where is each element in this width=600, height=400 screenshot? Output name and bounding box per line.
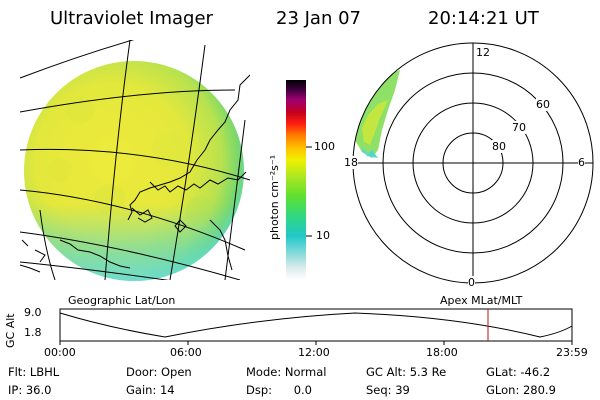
status-ip: IP: 36.0 [8,383,51,397]
seq-label: Seq: [366,383,392,397]
date-label: 23 Jan 07 [276,8,361,29]
mlt-label-18: 18 [344,156,358,169]
gain-value: 14 [159,383,175,397]
time-label: 20:14:21 UT [428,8,539,29]
filter-value: LBHL [29,365,60,379]
orbit-plot [59,308,573,345]
seq-value: 39 [395,383,410,397]
status-glon: GLon: 280.9 [486,383,556,397]
earth-disk-image [24,61,244,281]
colorbar-unit-label: photon cm⁻²s⁻¹ [268,154,281,240]
colorbar-tick-100: 100 [314,140,335,153]
glon-label: GLon: [486,383,520,397]
orbit-xtick-1800: 18:00 [426,346,458,359]
status-door: Door: Open [126,365,192,379]
status-mode: Mode: Normal [246,365,326,379]
orbit-xtick-0600: 06:00 [170,346,202,359]
orbit-ytick-min: 1.8 [24,326,42,339]
dsp-label: Dsp: [246,383,273,397]
status-dsp: Dsp: 0.0 [246,383,312,397]
orbit-ytick-max: 9.0 [24,306,42,319]
mlat-label-70: 70 [512,121,526,134]
mlt-label-12: 12 [476,46,490,59]
instrument-title: Ultraviolet Imager [50,8,213,29]
orbit-xtick-2359: 23:59 [556,346,588,359]
apex-projection-label: Apex MLat/MLT [440,294,523,307]
orbit-xtick-1200: 12:00 [298,346,330,359]
mlt-label-0: 0 [468,276,475,289]
colorbar [286,80,312,280]
glat-label: GLat: [486,365,517,379]
orbit-ylabel: GC Alt [4,313,17,348]
status-glat: GLat: -46.2 [486,365,550,379]
glat-value: -46.2 [520,365,551,379]
dsp-value: 0.0 [293,383,312,397]
mlt-label-6: 6 [578,156,585,169]
orbit-xtick-0000: 00:00 [44,346,76,359]
polar-plot [352,42,594,284]
mlat-label-60: 60 [536,98,550,111]
gc-alt-value: 5.3 Re [409,365,447,379]
mlat-label-80: 80 [492,140,506,153]
geographic-projection-label: Geographic Lat/Lon [68,294,176,307]
mode-label: Mode: [246,365,282,379]
colorbar-tick-10: 10 [316,229,330,242]
status-filter: Flt: LBHL [8,365,59,379]
door-label: Door: [126,365,158,379]
ip-label: IP: [8,383,23,397]
gain-label: Gain: [126,383,157,397]
filter-label: Flt: [8,365,27,379]
status-seq: Seq: 39 [366,383,410,397]
mode-value: Normal [284,365,327,379]
glon-value: 280.9 [522,383,556,397]
status-gain: Gain: 14 [126,383,175,397]
ip-value: 36.0 [25,383,52,397]
coastline [19,74,250,273]
gc-alt-label: GC Alt: [366,365,407,379]
geographic-grid [19,40,250,280]
status-gc-alt: GC Alt: 5.3 Re [366,365,446,379]
door-value: Open [160,365,192,379]
